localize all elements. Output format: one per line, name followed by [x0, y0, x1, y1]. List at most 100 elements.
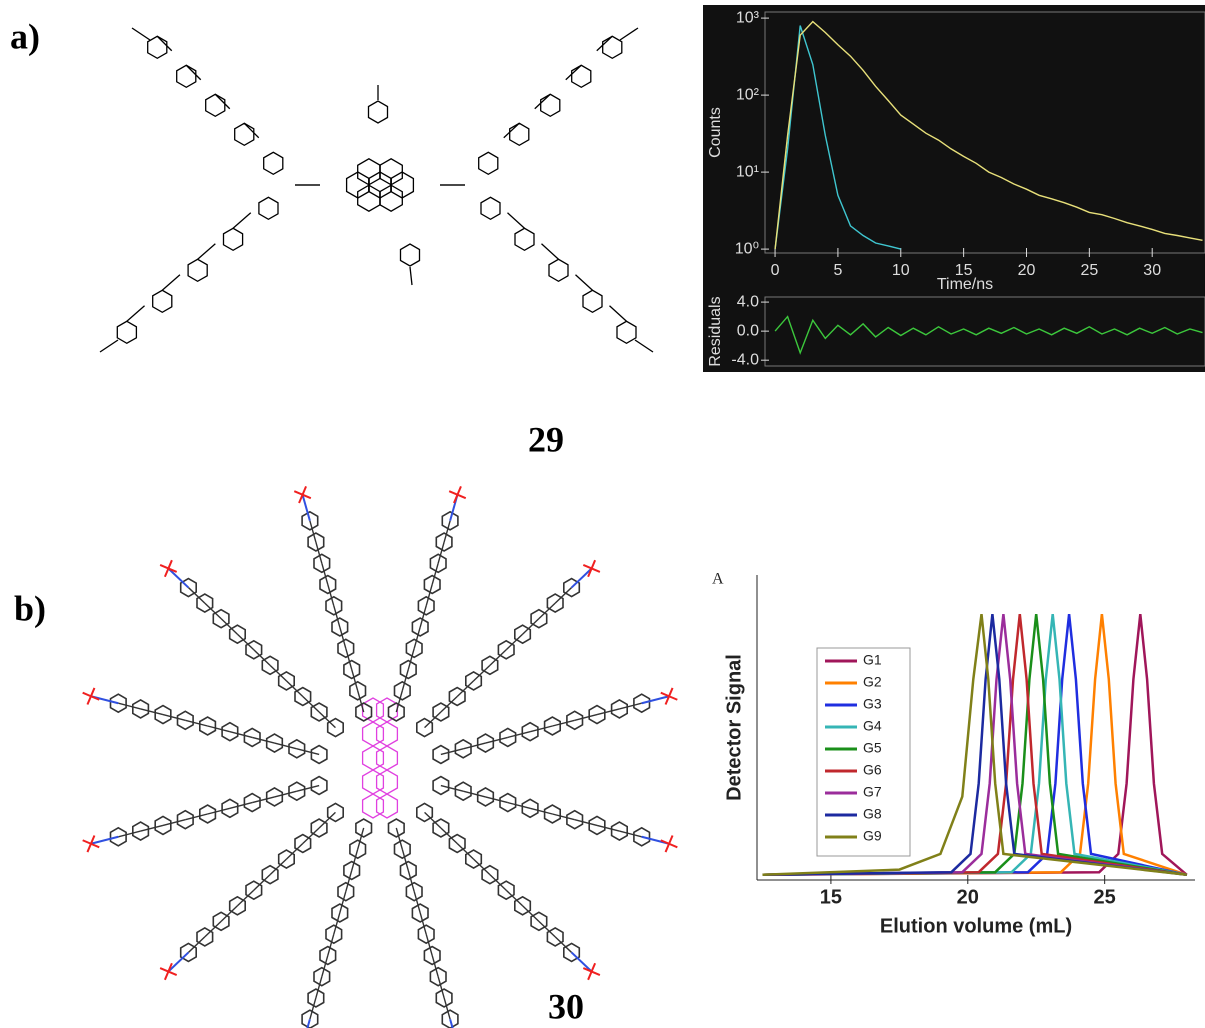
bond: [126, 305, 145, 322]
ring: [355, 818, 373, 838]
bond: [118, 702, 141, 710]
bond: [453, 494, 459, 504]
bond: [296, 748, 320, 756]
ring: [633, 826, 651, 847]
bond: [554, 587, 573, 604]
bond: [214, 93, 231, 110]
bond: [507, 801, 531, 809]
bond: [407, 870, 415, 892]
ring: [399, 860, 417, 881]
bond: [351, 669, 359, 691]
bond: [131, 27, 151, 41]
ring: [417, 595, 435, 616]
bond: [425, 934, 433, 956]
bond: [457, 493, 467, 500]
bond: [168, 970, 178, 976]
bond: [269, 664, 287, 682]
bond: [156, 35, 173, 52]
ring: [633, 693, 651, 714]
y-tick-label: 4.0: [737, 293, 759, 310]
bond: [462, 742, 486, 750]
ring: [367, 100, 389, 124]
ring: [497, 639, 515, 660]
ring: [196, 926, 214, 947]
bond: [339, 891, 347, 914]
bond: [163, 568, 170, 578]
legend-label: G3: [863, 696, 882, 712]
x-tick-label: 20: [1018, 262, 1036, 279]
ring: [566, 710, 584, 731]
ring: [116, 320, 138, 345]
bond: [538, 602, 556, 620]
bond: [419, 605, 427, 628]
ring: [154, 815, 172, 836]
bond: [197, 243, 216, 260]
ring: [313, 966, 331, 987]
ring: [432, 744, 450, 765]
bond: [529, 807, 553, 815]
bond: [306, 1018, 311, 1028]
bond: [274, 790, 298, 798]
ring: [521, 798, 539, 819]
bond: [552, 719, 575, 727]
ring: [288, 738, 306, 759]
bond: [619, 830, 642, 838]
bond: [333, 912, 341, 935]
y-tick-label: 10⁰: [735, 240, 759, 257]
bond: [424, 711, 442, 729]
bond: [437, 541, 445, 564]
ring: [405, 881, 423, 902]
series-line: [762, 613, 1188, 877]
ring: [343, 659, 361, 680]
ring: [179, 577, 197, 598]
ring: [245, 639, 263, 660]
ring: [199, 716, 217, 736]
ring: [432, 775, 450, 796]
bond: [232, 212, 252, 229]
ring: [349, 680, 367, 701]
ring: [514, 227, 535, 252]
ring: [499, 727, 517, 748]
ring: [147, 35, 168, 60]
bond: [552, 813, 575, 821]
ring: [326, 717, 344, 738]
bond: [401, 849, 409, 871]
bond: [82, 839, 92, 845]
ring: [265, 733, 284, 754]
ring: [132, 821, 150, 842]
bond: [185, 813, 208, 821]
bond: [162, 819, 186, 827]
bond: [522, 905, 540, 922]
y-tick-label: 0.0: [737, 322, 759, 339]
bond: [204, 602, 222, 620]
bond: [351, 849, 359, 871]
bond: [161, 274, 181, 291]
bond: [587, 971, 593, 981]
ring: [212, 608, 230, 629]
bond: [489, 874, 507, 891]
ring: [221, 798, 239, 819]
ring: [387, 818, 405, 838]
bond: [90, 687, 96, 697]
ring: [423, 945, 441, 966]
bond: [462, 790, 486, 798]
bond: [619, 702, 642, 710]
ring: [399, 659, 417, 680]
bond: [167, 951, 190, 973]
bond: [253, 874, 271, 891]
series-line: [762, 613, 1187, 877]
ring: [435, 988, 453, 1008]
ring: [543, 716, 561, 736]
bond: [345, 648, 353, 670]
bond: [301, 486, 307, 496]
bond: [187, 587, 206, 604]
ring: [478, 151, 499, 176]
bond: [590, 559, 597, 569]
bond: [269, 858, 287, 876]
bond: [167, 567, 190, 589]
bond: [357, 690, 365, 713]
x-tick-label: 25: [1094, 886, 1116, 908]
ring: [616, 320, 637, 345]
legend-label: G4: [863, 718, 882, 734]
ring: [349, 839, 367, 860]
